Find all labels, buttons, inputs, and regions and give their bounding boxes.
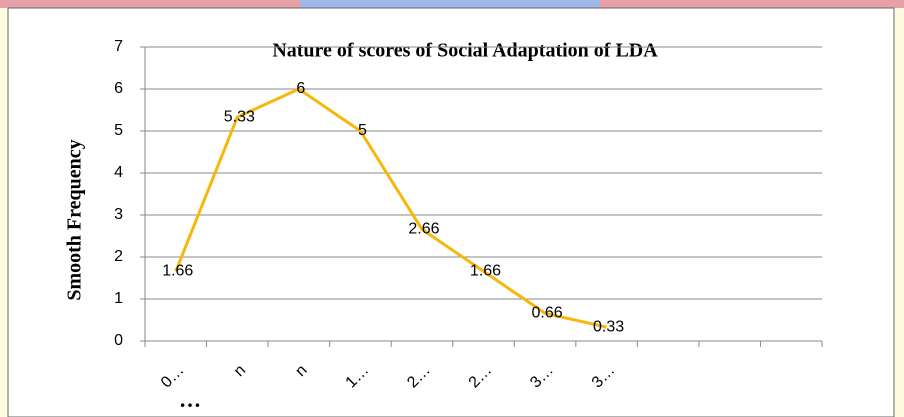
data-label: 0.66 [531,304,562,321]
data-label: 1.66 [470,262,501,279]
chart-title: Nature of scores of Social Adaptation of… [272,40,658,62]
data-label: 2.66 [408,220,439,237]
data-line [174,87,607,329]
y-tick-label: 3 [114,206,123,223]
y-tick-label: 0 [114,332,123,349]
data-label: 1.66 [162,262,193,279]
y-tick-label: 4 [114,164,123,181]
y-tick-label: 7 [114,38,123,55]
y-tick-label: 5 [114,122,123,139]
top-band-accent [300,0,600,8]
y-tick-label: 1 [114,290,123,307]
y-tick-label: 6 [114,80,123,97]
data-label: 6 [296,80,305,97]
chart-frame [7,7,895,417]
y-tick-label: 2 [114,248,123,265]
data-label: 5 [358,122,367,139]
x-axis-label: … [179,387,201,412]
data-label: 5.33 [224,108,255,125]
y-axis-label: Smooth Frequency [64,139,86,300]
data-label: 0.33 [593,318,624,335]
